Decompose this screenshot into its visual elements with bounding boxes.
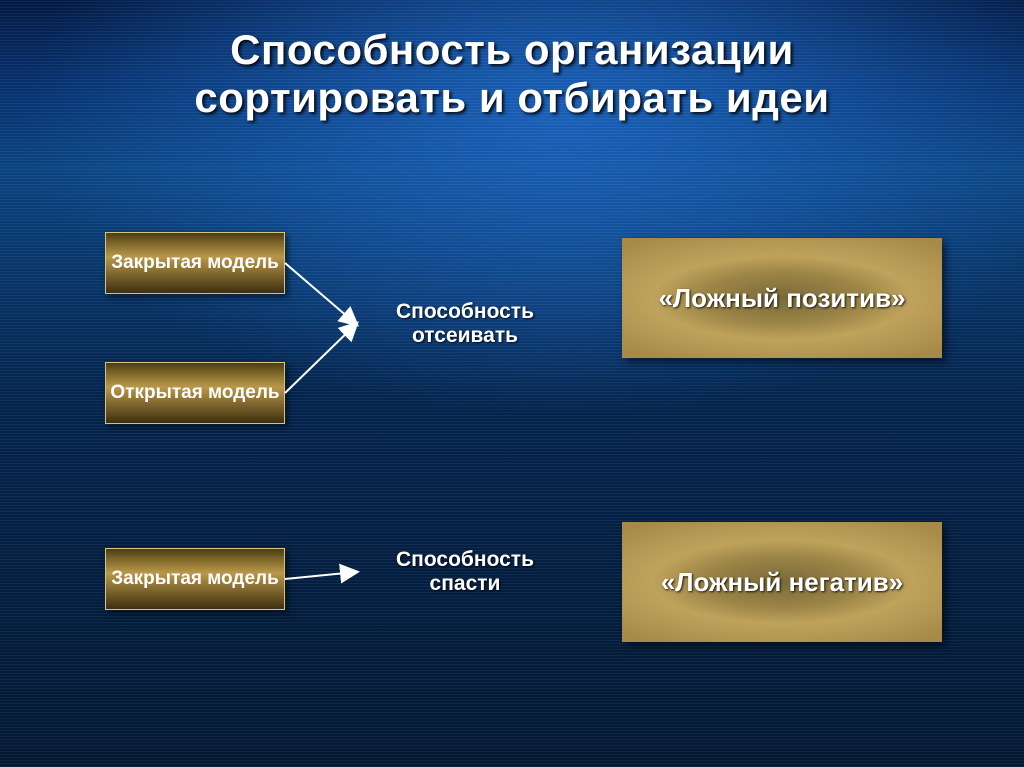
title-line-1: Способность организации [0, 26, 1024, 74]
node-label: Закрытая модель [111, 568, 279, 590]
node-closed-model-2: Закрытая модель [105, 548, 285, 610]
title-line-2: сортировать и отбирать идеи [0, 74, 1024, 122]
node-closed-model-1: Закрытая модель [105, 232, 285, 294]
arrow [285, 263, 356, 324]
node-label: Закрытая модель [111, 252, 279, 274]
label-text: Способность отсеивать [396, 300, 534, 347]
node-label: «Ложный позитив» [658, 283, 905, 314]
node-open-model: Открытая модель [105, 362, 285, 424]
label-text: Способность спасти [396, 548, 534, 595]
node-false-positive: «Ложный позитив» [622, 238, 942, 358]
node-label: Открытая модель [110, 382, 279, 404]
slide-title: Способность организации сортировать и от… [0, 26, 1024, 123]
arrow [285, 324, 356, 393]
arrow [285, 572, 356, 579]
label-ability-save: Способность спасти [360, 548, 570, 596]
label-ability-filter: Способность отсеивать [360, 300, 570, 348]
node-false-negative: «Ложный негатив» [622, 522, 942, 642]
node-label: «Ложный негатив» [661, 567, 903, 598]
